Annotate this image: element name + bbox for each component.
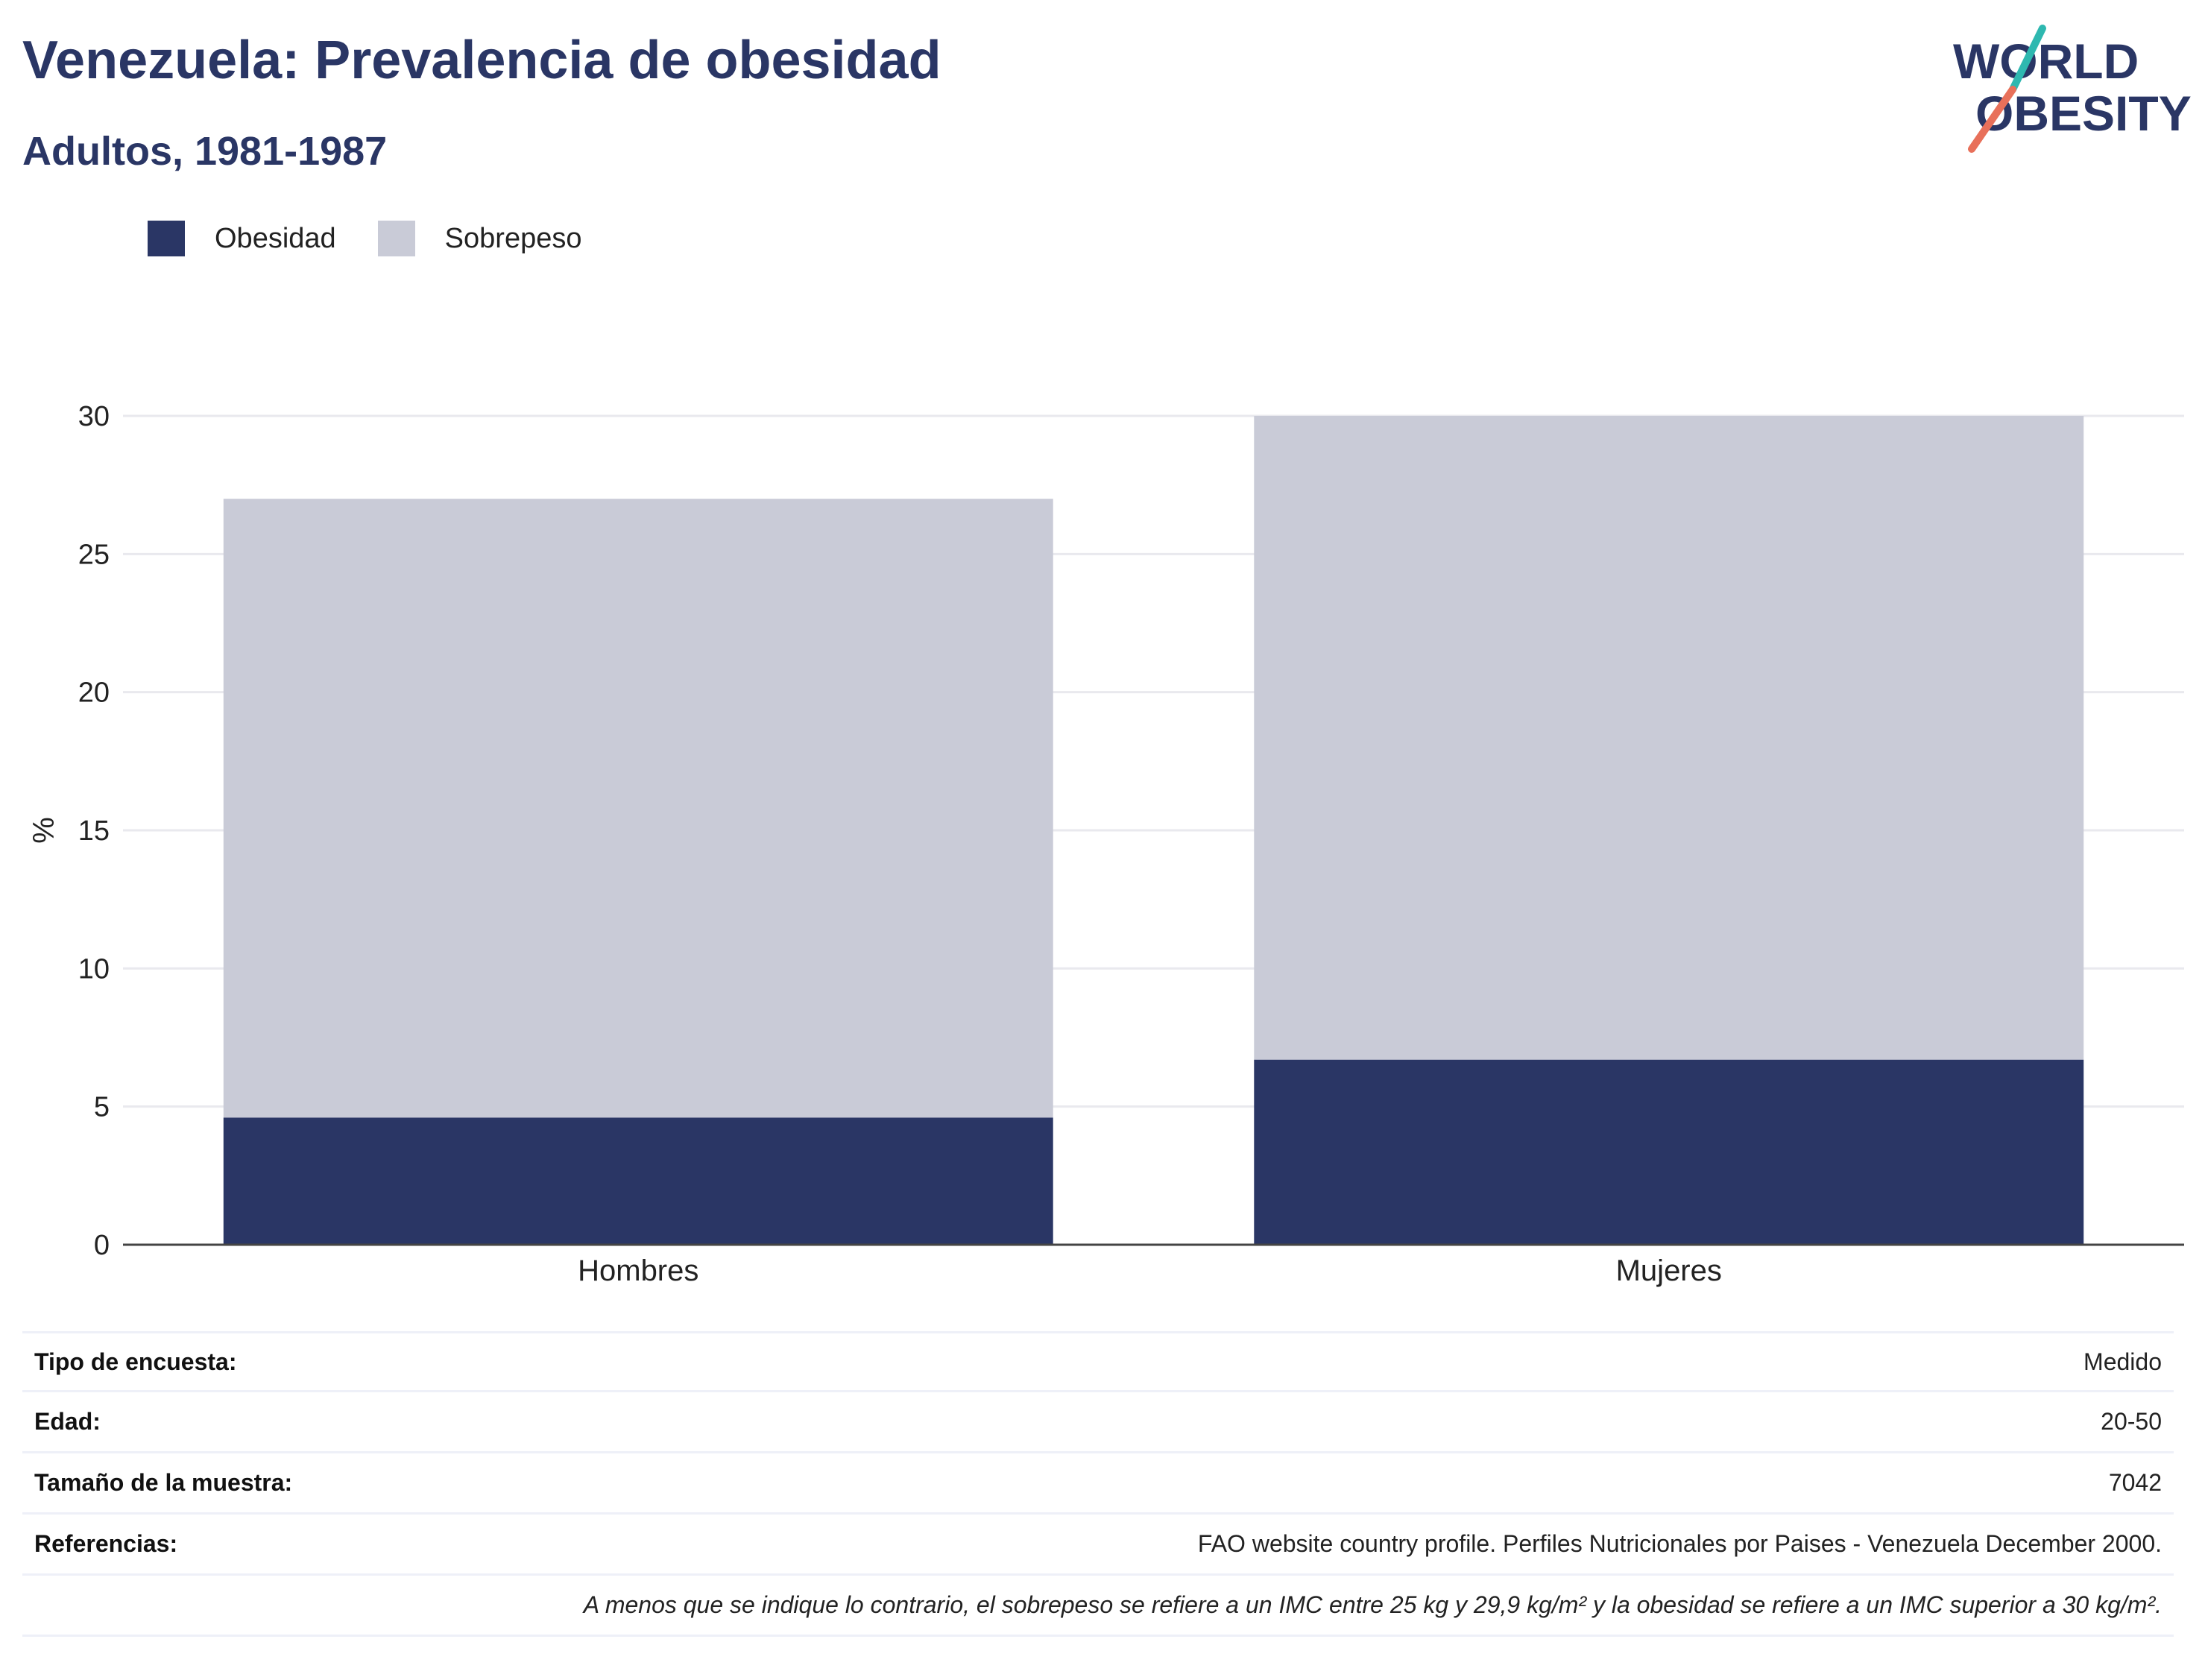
bar-obesidad-mujeres: [1254, 1059, 2084, 1245]
legend-swatch-sobrepeso: [377, 221, 415, 256]
y-tick-label: 25: [78, 539, 110, 570]
legend-item-obesidad[interactable]: Obesidad: [148, 221, 336, 256]
x-tick-label: Hombres: [578, 1254, 698, 1287]
y-tick-label: 30: [78, 401, 110, 432]
info-value: FAO website country profile. Perfiles Nu…: [1197, 1530, 2162, 1557]
info-row-muestra: Tamaño de la muestra: 7042: [22, 1453, 2174, 1515]
bar-sobrepeso-mujeres: [1254, 416, 2084, 1060]
legend-swatch-obesidad: [148, 221, 185, 256]
info-row-tipo: Tipo de encuesta: Medido: [22, 1331, 2174, 1392]
info-row-referencias: Referencias: FAO website country profile…: [22, 1515, 2174, 1576]
logo-line1: WORLD: [1953, 34, 2139, 89]
y-tick-label: 10: [78, 953, 110, 985]
x-tick-label: Mujeres: [1616, 1254, 1722, 1287]
info-value: Medido: [2083, 1348, 2162, 1375]
info-label: Referencias:: [34, 1530, 178, 1557]
bar-obesidad-hombres: [223, 1117, 1053, 1245]
info-value: 7042: [2108, 1469, 2162, 1496]
legend-label-sobrepeso: Sobrepeso: [444, 222, 582, 254]
chart-subtitle: Adultos, 1981-1987: [22, 129, 388, 174]
info-value: 20-50: [2101, 1408, 2162, 1435]
y-tick-label: 0: [94, 1230, 110, 1261]
info-label: Edad:: [34, 1408, 101, 1435]
info-row-edad: Edad: 20-50: [22, 1392, 2174, 1453]
info-note: A menos que se indique lo contrario, el …: [22, 1576, 2174, 1637]
y-tick-label: 15: [78, 815, 110, 847]
world-obesity-logo: WORLD OBESITY: [1953, 25, 2192, 153]
bar-sobrepeso-hombres: [223, 499, 1053, 1118]
y-tick-label: 5: [94, 1092, 110, 1123]
legend-label-obesidad: Obesidad: [215, 222, 336, 254]
info-label: Tipo de encuesta:: [34, 1348, 237, 1375]
legend-item-sobrepeso[interactable]: Sobrepeso: [377, 221, 582, 256]
chart-title: Venezuela: Prevalencia de obesidad: [22, 31, 941, 90]
y-tick-label: 20: [78, 678, 110, 709]
y-axis-label: %: [28, 817, 60, 844]
survey-info-table: Tipo de encuesta: Medido Edad: 20-50 Tam…: [22, 1331, 2174, 1637]
info-label: Tamaño de la muestra:: [34, 1469, 293, 1496]
info-note-text: A menos que se indique lo contrario, el …: [583, 1591, 2162, 1618]
chart-legend: Obesidad Sobrepeso: [148, 221, 623, 256]
bar-chart: 0 5 10 15 20 25 30% Hombres Mujeres: [28, 401, 2184, 1287]
